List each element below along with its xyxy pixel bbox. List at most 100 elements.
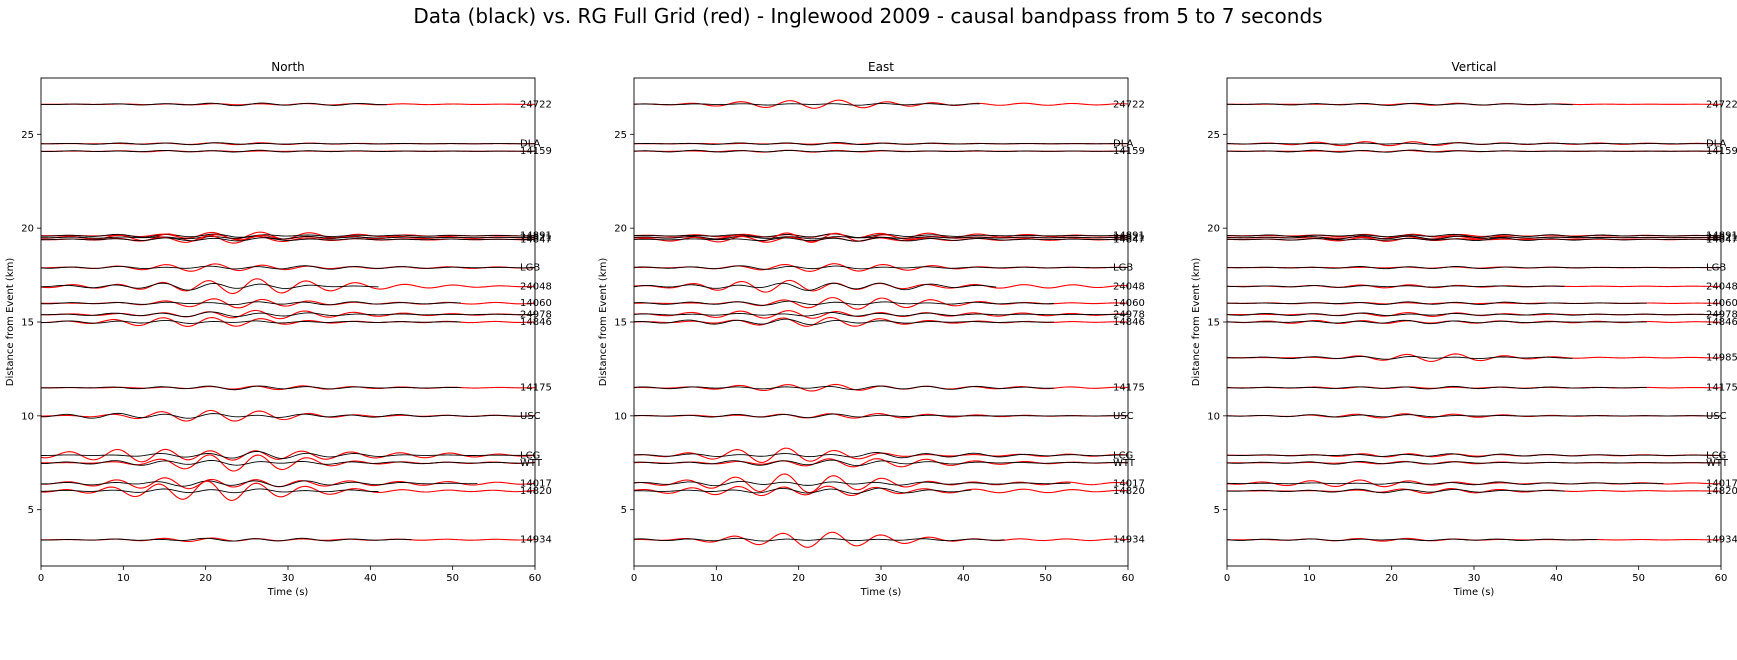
- station-label: 14060: [1113, 298, 1145, 309]
- station-label: LCG: [520, 450, 540, 461]
- trace-model-14846: [633, 317, 1129, 327]
- x-tick-label: 40: [957, 573, 970, 584]
- y-tick-label: 15: [1207, 318, 1220, 329]
- trace-data-24978: [633, 312, 1129, 317]
- station-label: WTT: [520, 458, 543, 469]
- trace-data-14159: [40, 149, 536, 153]
- trace-data-14175: [1226, 385, 1647, 390]
- station-label: 14847: [1113, 234, 1145, 245]
- trace-data-14820: [633, 487, 972, 494]
- trace-data-dla: [633, 142, 1129, 146]
- trace-data-24821: [1226, 235, 1722, 240]
- x-tick-label: 0: [631, 573, 637, 584]
- trace-data-24722: [633, 103, 980, 106]
- y-tick-label: 20: [21, 224, 34, 235]
- chart-panels: North24722DLA14159148912482114847LGB2404…: [5, 60, 1737, 598]
- trace-model-14846: [40, 317, 536, 327]
- station-label: 14820: [1706, 486, 1737, 497]
- station-label: 14159: [1113, 146, 1145, 157]
- y-tick-label: 10: [21, 411, 34, 422]
- station-label: LCG: [1113, 450, 1133, 461]
- station-label: 14017: [520, 478, 552, 489]
- panel-title: Vertical: [1452, 60, 1497, 74]
- station-label: DLA: [1113, 139, 1134, 150]
- station-label: USC: [1113, 411, 1134, 422]
- station-label: 14175: [520, 383, 552, 394]
- station-label: 14934: [1706, 535, 1737, 546]
- station-label: DLA: [1706, 139, 1727, 150]
- station-label: 14847: [520, 234, 552, 245]
- y-tick-label: 20: [614, 224, 627, 235]
- y-tick-label: 15: [614, 318, 627, 329]
- x-tick-label: 10: [117, 573, 130, 584]
- x-tick-label: 60: [529, 573, 542, 584]
- trace-data-wtt: [40, 460, 536, 466]
- trace-data-14846: [633, 318, 1054, 326]
- trace-model-24978: [633, 310, 1129, 319]
- station-label: 14060: [1706, 298, 1737, 309]
- trace-data-14934: [40, 537, 412, 542]
- trace-model-14820: [40, 480, 536, 501]
- trace-data-lgb: [633, 265, 1129, 270]
- y-axis-label: Distance from Event (km): [598, 258, 609, 387]
- trace-model-14847: [633, 236, 1129, 243]
- x-tick-label: 60: [1122, 573, 1135, 584]
- trace-data-lgb: [40, 265, 536, 270]
- station-label: LGB: [1113, 263, 1133, 274]
- station-label: 24978: [520, 309, 552, 320]
- station-label: 14985: [1706, 353, 1737, 364]
- x-tick-label: 50: [446, 573, 459, 584]
- station-label: 24821: [1113, 233, 1145, 244]
- trace-model-14017: [633, 473, 1129, 494]
- trace-data-14891: [1226, 233, 1722, 238]
- station-label: 14846: [1706, 317, 1737, 328]
- x-tick-label: 60: [1715, 573, 1728, 584]
- y-tick-label: 10: [1207, 411, 1220, 422]
- station-label: LCG: [1706, 450, 1726, 461]
- trace-data-14060: [633, 300, 1054, 306]
- trace-data-usc: [40, 412, 536, 419]
- trace-data-14175: [633, 385, 1054, 391]
- x-tick-label: 30: [875, 573, 888, 584]
- station-label: DLA: [520, 139, 541, 150]
- trace-data-14175: [40, 385, 461, 391]
- y-tick-label: 15: [21, 318, 34, 329]
- trace-data-14820: [40, 488, 379, 494]
- station-label: USC: [520, 411, 541, 422]
- station-label: 24978: [1706, 309, 1737, 320]
- station-label: 14060: [520, 298, 552, 309]
- station-label: 14934: [520, 535, 552, 546]
- station-label: 24821: [1706, 233, 1737, 244]
- y-tick-label: 5: [28, 505, 34, 516]
- station-label: LGB: [520, 263, 540, 274]
- x-tick-label: 20: [1385, 573, 1398, 584]
- trace-model-14017: [40, 477, 536, 490]
- trace-model-14060: [633, 297, 1129, 310]
- x-axis-label: Time (s): [267, 587, 309, 598]
- station-label: 14846: [1113, 317, 1145, 328]
- trace-data-14159: [1226, 149, 1721, 153]
- x-axis-label: Time (s): [860, 587, 902, 598]
- trace-data-14017: [633, 480, 1071, 487]
- x-tick-label: 0: [38, 573, 44, 584]
- station-label: 24722: [520, 99, 552, 110]
- station-label: 14820: [520, 486, 552, 497]
- station-label: 14934: [1113, 535, 1145, 546]
- station-label: 14846: [520, 317, 552, 328]
- trace-data-14847: [40, 237, 536, 242]
- y-tick-label: 5: [1214, 505, 1220, 516]
- station-label: 24048: [520, 281, 552, 292]
- station-label: 24722: [1706, 99, 1737, 110]
- station-label: 14891: [1113, 231, 1145, 242]
- trace-data-dla: [1226, 142, 1721, 146]
- trace-data-lcg: [1226, 453, 1721, 458]
- station-label: 14159: [520, 146, 552, 157]
- x-tick-label: 40: [364, 573, 377, 584]
- station-label: 14891: [1706, 231, 1737, 242]
- y-tick-label: 25: [1207, 130, 1220, 141]
- station-label: 14847: [1706, 234, 1737, 245]
- trace-data-24722: [40, 102, 387, 107]
- trace-data-14017: [1226, 481, 1664, 486]
